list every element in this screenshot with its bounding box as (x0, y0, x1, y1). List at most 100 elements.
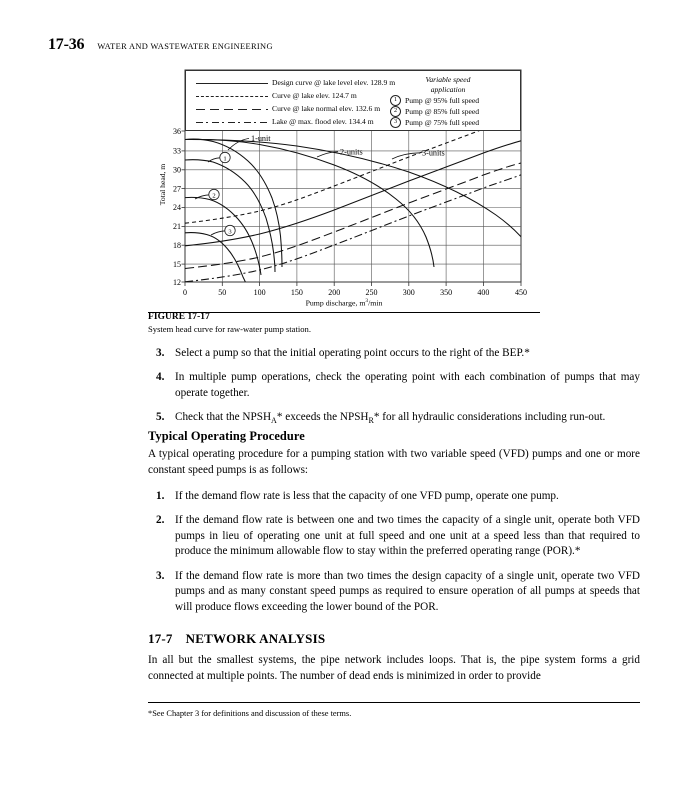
variable-speed-label-3: Pump @ 75% full speed (405, 118, 480, 127)
series-lake-1247 (185, 115, 521, 224)
chart-y-axis-title: Total head, m (158, 163, 168, 206)
line-style-dashdot-icon (196, 121, 268, 123)
svg-text:0: 0 (183, 288, 187, 297)
list-item-text: If the demand flow rate is less that the… (175, 490, 559, 503)
svg-text:36: 36 (173, 127, 181, 136)
figure-17-17: 36 33 30 27 24 21 18 15 12 (148, 62, 540, 334)
page-folio: 17-36 (48, 36, 85, 53)
circled-number-1-icon: 1 (390, 95, 401, 106)
series-design-curve (185, 140, 521, 247)
list-item-number: 2. (156, 514, 165, 527)
legend-row-lake-flood: Lake @ max. flood elev. 134.4 m (196, 116, 395, 128)
variable-speed-label-1: Pump @ 95% full speed (405, 96, 480, 105)
series-1-unit (185, 138, 283, 268)
list-item: 5. Check that the NPSHA* exceeds the NPS… (148, 410, 640, 429)
series-vfd-85 (185, 196, 262, 276)
legend-variable-speed: Variable speed application 1 Pump @ 95% … (384, 75, 512, 128)
paragraph-typical-intro: A typical operating procedure for a pump… (148, 448, 640, 476)
footnote-rule (148, 702, 640, 703)
circled-number-3-icon: 3 (390, 117, 401, 128)
legend-curve-entries: Design curve @ lake level elev. 128.9 m … (196, 77, 395, 128)
circled-number-2-icon: 2 (390, 106, 401, 117)
plot-marker-1: 1 (219, 151, 231, 164)
section-title: NETWORK ANALYSIS (185, 630, 326, 646)
page-content: 3. Select a pump so that the initial ope… (148, 346, 640, 695)
annotation-1-unit: 1-unit (251, 134, 271, 143)
section-heading-typical-operating-procedure: Typical Operating Procedure (148, 428, 305, 443)
svg-text:200: 200 (328, 288, 340, 297)
running-head-title: WATER AND WASTEWATER ENGINEERING (97, 42, 273, 51)
svg-text:450: 450 (515, 288, 527, 297)
list-item-number: 3. (156, 347, 165, 359)
list-item-text: In multiple pump operations, check the o… (175, 371, 640, 399)
variable-speed-title-line2: application (430, 85, 466, 94)
series-3-units (185, 138, 521, 238)
list-item-text: If the demand flow rate is more than two… (175, 569, 640, 613)
svg-text:3: 3 (228, 228, 232, 235)
variable-speed-label-2: Pump @ 85% full speed (405, 107, 480, 116)
series-lake-normal-1326 (185, 162, 521, 270)
svg-text:100: 100 (254, 288, 266, 297)
annotation-2-units: 2-units (340, 148, 363, 157)
numbered-list-operating-procedure: 1. If the demand flow rate is less that … (148, 489, 640, 615)
figure-caption-title: FIGURE 17-17 (148, 312, 210, 322)
chart-system-head-curve: 36 33 30 27 24 21 18 15 12 (148, 62, 540, 310)
running-head: 17-36 WATER AND WASTEWATER ENGINEERING (48, 36, 273, 54)
legend-label-lake-normal: Curve @ lake normal elev. 132.6 m (272, 104, 381, 113)
line-style-dash-icon (196, 95, 268, 97)
chart-x-axis-title: Pump discharge, m3/min (305, 298, 383, 308)
line-style-longdash-icon (196, 108, 268, 110)
plot-marker-2: 2 (208, 188, 220, 201)
variable-speed-title-line1: Variable speed (425, 75, 471, 84)
list-item: 4. In multiple pump operations, check th… (148, 370, 640, 401)
figure-rule (148, 312, 540, 313)
chart-gridlines (185, 131, 521, 282)
series-2-units (185, 138, 435, 268)
series-vfd-75 (185, 232, 246, 282)
list-item-number: 5. (156, 411, 165, 424)
svg-text:2: 2 (212, 192, 215, 199)
svg-text:33: 33 (173, 147, 181, 156)
variable-speed-row-2: 2 Pump @ 85% full speed (384, 106, 512, 117)
numbered-list-pump-selection: 3. Select a pump so that the initial ope… (148, 346, 640, 429)
section-heading-network-analysis: 17-7 NETWORK ANALYSIS (148, 631, 640, 646)
svg-text:27: 27 (173, 184, 181, 193)
svg-text:12: 12 (173, 278, 181, 287)
line-style-solid-icon (196, 82, 268, 84)
annotation-3-units: 3-units (422, 149, 445, 158)
svg-text:400: 400 (477, 288, 489, 297)
svg-text:21: 21 (173, 222, 181, 231)
footnote-area: *See Chapter 3 for definitions and discu… (148, 702, 640, 719)
legend-row-lake-1247: Curve @ lake elev. 124.7 m (196, 90, 395, 102)
legend-label-lake-flood: Lake @ max. flood elev. 134.4 m (272, 117, 374, 126)
chart-legend: Design curve @ lake level elev. 128.9 m … (185, 70, 521, 131)
footnote-text: *See Chapter 3 for definitions and discu… (148, 709, 352, 718)
svg-text:18: 18 (173, 241, 181, 250)
paragraph-network-analysis: In all but the smallest systems, the pip… (148, 654, 640, 682)
svg-text:250: 250 (366, 288, 378, 297)
chart-y-ticklabels: 36 33 30 27 24 21 18 15 12 (173, 127, 181, 287)
legend-row-design: Design curve @ lake level elev. 128.9 m (196, 77, 395, 89)
list-item: 1. If the demand flow rate is less that … (148, 489, 640, 504)
list-item-text: Select a pump so that the initial operat… (175, 347, 530, 359)
variable-speed-row-3: 3 Pump @ 75% full speed (384, 117, 512, 128)
list-item: 3. If the demand flow rate is more than … (148, 569, 640, 615)
list-item-number: 4. (156, 371, 165, 384)
plot-marker-3: 3 (224, 224, 236, 237)
list-item-text: If the demand flow rate is between one a… (175, 514, 640, 558)
svg-text:1: 1 (223, 155, 226, 162)
section-number: 17-7 (148, 630, 173, 646)
svg-text:30: 30 (173, 165, 181, 174)
svg-text:50: 50 (218, 288, 226, 297)
svg-text:300: 300 (403, 288, 415, 297)
svg-text:150: 150 (291, 288, 303, 297)
list-item: 3. Select a pump so that the initial ope… (148, 346, 640, 361)
series-vfd-95 (185, 159, 276, 273)
list-item-number: 1. (156, 490, 165, 503)
legend-row-lake-normal: Curve @ lake normal elev. 132.6 m (196, 103, 395, 115)
svg-text:15: 15 (173, 260, 181, 269)
svg-text:350: 350 (440, 288, 452, 297)
chart-x-ticklabels: 0 50 100 150 200 250 300 350 400 450 (183, 288, 527, 297)
variable-speed-row-1: 1 Pump @ 95% full speed (384, 95, 512, 106)
